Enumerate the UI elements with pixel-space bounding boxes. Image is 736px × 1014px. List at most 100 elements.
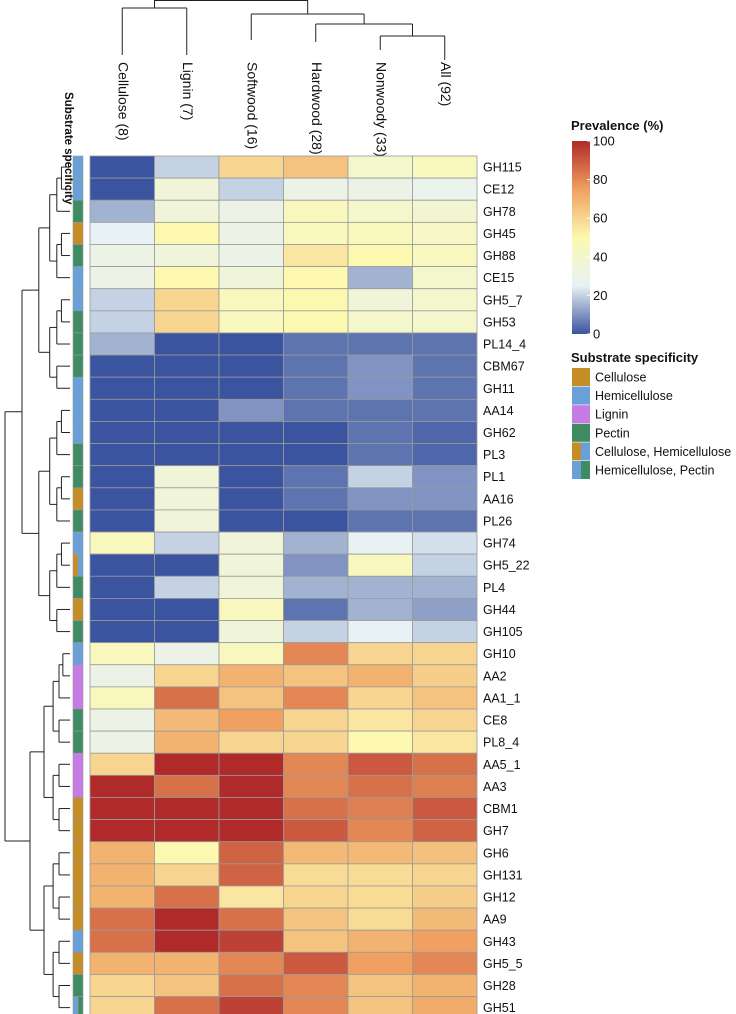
heatmap-cell (89, 266, 155, 290)
column-dendrogram (121, 0, 446, 60)
heatmap-cell (154, 177, 220, 201)
specificity-cell (77, 553, 84, 577)
colorbar-tick-label: 80 (593, 172, 607, 187)
heatmap-cell (218, 398, 284, 422)
heatmap-cell (412, 598, 478, 621)
heatmap-cell (283, 907, 349, 931)
heatmap-cell (283, 642, 349, 666)
row-label: CBM67 (483, 360, 525, 374)
heatmap-cell (283, 752, 349, 776)
heatmap-cell (154, 310, 220, 334)
heatmap-cell (154, 443, 220, 467)
heatmap-cell (154, 951, 220, 975)
row-label: CE8 (483, 714, 507, 728)
heatmap-cell (412, 354, 478, 378)
heatmap-cell (218, 575, 284, 599)
heatmap-cell (283, 974, 349, 997)
heatmap-cell (412, 575, 478, 599)
heatmap-cell (412, 951, 478, 975)
specificity-cell (72, 863, 84, 887)
heatmap-cell (89, 642, 155, 666)
heatmap-cell (154, 642, 220, 666)
specificity-cell (72, 487, 84, 511)
heatmap-cell (412, 819, 478, 843)
heatmap-cell (283, 575, 349, 599)
colorbar-tick-label: 60 (593, 211, 607, 226)
row-label: PL3 (483, 448, 505, 462)
heatmap-cell (89, 244, 155, 267)
heatmap-cell (347, 332, 413, 356)
colorbar-tick-label: 100 (593, 134, 615, 149)
heatmap-cell (347, 642, 413, 666)
heatmap-cell (218, 774, 284, 798)
heatmap-cell (218, 929, 284, 953)
heatmap-cell (154, 819, 220, 843)
substrate-specificity-legend: Substrate specificity Cellulose Hemicellul… (571, 350, 731, 479)
row-label: GH62 (483, 426, 516, 440)
heatmap-cell (283, 509, 349, 533)
heatmap-cell (89, 774, 155, 798)
heatmap-cell (154, 199, 220, 223)
specificity-cell (72, 288, 84, 312)
specificity-cell (72, 974, 84, 997)
heatmap-cell (154, 376, 220, 400)
heatmap-cell (89, 863, 155, 887)
heatmap-cell (283, 244, 349, 267)
heatmap-cell (89, 221, 155, 245)
heatmap-cell (412, 443, 478, 467)
heatmap-cell (89, 598, 155, 621)
heatmap-cell (347, 266, 413, 290)
heatmap-cell (283, 929, 349, 953)
heatmap-cell (89, 620, 155, 644)
heatmap-cell (89, 819, 155, 843)
heatmap-cell (412, 487, 478, 511)
colorbar-tick-label: 0 (593, 327, 600, 342)
heatmap-cell (347, 841, 413, 865)
heatmap-cell (412, 244, 478, 267)
heatmap-cell (347, 996, 413, 1014)
specificity-cell (72, 199, 84, 223)
heatmap-cell (154, 797, 220, 820)
heatmap-cell (154, 686, 220, 710)
heatmap-cell (154, 465, 220, 489)
heatmap-cell (347, 951, 413, 975)
row-label: GH45 (483, 227, 516, 241)
heatmap-cell (218, 221, 284, 245)
specificity-cell (72, 819, 84, 843)
specificity-cell (72, 332, 84, 356)
specificity-cell (72, 841, 84, 865)
heatmap-cell (412, 620, 478, 644)
row-label: CE15 (483, 271, 514, 285)
specificity-cell (72, 708, 84, 732)
heatmap-cell (412, 686, 478, 710)
specificity-cell (72, 730, 84, 754)
heatmap-cell (412, 465, 478, 489)
heatmap-cell (412, 266, 478, 290)
heatmap-cell (154, 907, 220, 931)
legend-swatch (572, 423, 590, 442)
heatmap-cell (154, 730, 220, 754)
heatmap-cell (347, 863, 413, 887)
specificity-cell (72, 177, 84, 201)
heatmap-cell (412, 797, 478, 820)
heatmap-cell (283, 553, 349, 577)
heatmap-cell (154, 841, 220, 865)
heatmap-cell (154, 575, 220, 599)
heatmap-cell (412, 642, 478, 666)
heatmap-cell (347, 155, 413, 179)
column-label: Cellulose (8) (115, 62, 131, 141)
specificity-cell (72, 752, 84, 776)
heatmap-cell (283, 996, 349, 1014)
heatmap-cell (347, 620, 413, 644)
heatmap-cell (412, 752, 478, 776)
heatmap-cell (218, 531, 284, 555)
specificity-cell (72, 531, 84, 555)
row-label: GH11 (483, 382, 515, 396)
row-label: GH10 (483, 647, 516, 661)
row-label: GH43 (483, 935, 516, 949)
specificity-cell (72, 222, 84, 245)
heatmap-cell (218, 354, 284, 378)
heatmap-cell (154, 774, 220, 798)
heatmap-cell (347, 531, 413, 555)
specificity-cell (72, 642, 84, 666)
